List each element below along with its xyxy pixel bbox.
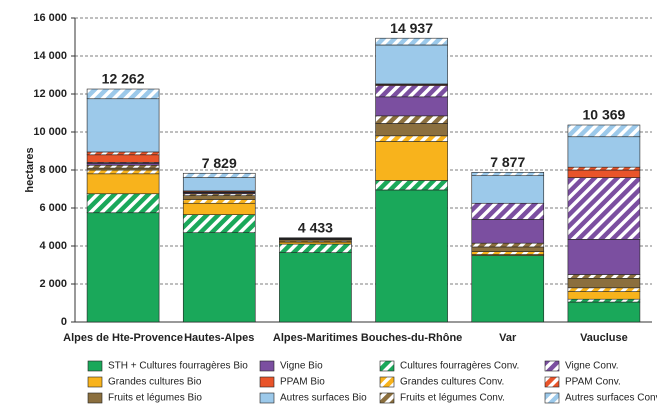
- y-tick-label: 10 000: [33, 126, 67, 138]
- legend-swatch: [544, 360, 560, 372]
- legend-swatch: [544, 376, 560, 388]
- legend-label: Vigne Conv.: [565, 361, 619, 372]
- bar-segment: [567, 274, 641, 279]
- legend-label: Fruits et légumes Conv.: [400, 393, 505, 404]
- bar-segment: [471, 172, 545, 177]
- bar-segment: [86, 193, 160, 214]
- bar-segment: [86, 173, 160, 195]
- y-tick-label: 8 000: [39, 164, 67, 176]
- bar-segment: [86, 169, 160, 175]
- x-tick-label: Hautes-Alpes: [184, 332, 254, 344]
- total-label: 4 433: [298, 219, 333, 235]
- bar-segment: [567, 298, 641, 303]
- legend-swatch: [259, 376, 275, 388]
- bar-segment: [375, 37, 448, 46]
- y-tick-label: 6 000: [39, 202, 67, 214]
- bar-segment: [471, 202, 545, 220]
- legend-swatch: [379, 392, 395, 404]
- bar-segment: [375, 180, 448, 191]
- bar-segment: [567, 124, 641, 138]
- bar-segment: [375, 85, 448, 98]
- bar-segment: [182, 195, 256, 200]
- bar-segment: [375, 44, 448, 85]
- bar-segment: [471, 246, 545, 252]
- bar-segment: [182, 177, 256, 192]
- bar-segment: [567, 136, 641, 168]
- bar-segment: [567, 301, 641, 323]
- legend-swatch: [87, 376, 103, 388]
- bar-segment: [182, 214, 256, 233]
- y-tick-label: 16 000: [33, 12, 67, 24]
- y-axis-label: hectares: [24, 147, 36, 192]
- total-label: 10 369: [583, 107, 626, 123]
- legend-label: Grandes cultures Conv.: [400, 377, 504, 388]
- x-tick-label: Var: [499, 332, 517, 344]
- bar-segment: [86, 151, 160, 156]
- legend-label: STH + Cultures fourragères Bio: [108, 361, 248, 372]
- bar-segment: [567, 277, 641, 289]
- bar-segment: [279, 252, 352, 323]
- bar-segment: [182, 232, 256, 323]
- legend-label: Autres surfaces Bio: [280, 393, 367, 404]
- bar-segment: [86, 164, 160, 169]
- bar-segment: [375, 96, 448, 117]
- bar-segment: [279, 243, 352, 253]
- bar-segment: [567, 177, 641, 240]
- x-tick-label: Bouches-du-Rhône: [361, 332, 462, 344]
- bar-segment: [86, 154, 160, 163]
- y-tick-label: 14 000: [33, 50, 67, 62]
- bar-segment: [182, 172, 256, 178]
- y-tick-label: 2 000: [39, 278, 67, 290]
- bar-segment: [375, 141, 448, 181]
- bar-segment: [567, 166, 641, 171]
- bar-segment: [471, 242, 545, 248]
- bar-segment: [86, 212, 160, 323]
- legend-label: Grandes cultures Bio: [108, 377, 202, 388]
- total-label: 12 262: [102, 71, 145, 87]
- legend-swatch: [87, 360, 103, 372]
- bar-segment: [567, 287, 641, 292]
- legend-swatch: [544, 392, 560, 404]
- legend-swatch: [259, 360, 275, 372]
- legend-label: PPAM Conv.: [565, 377, 621, 388]
- bar-segment: [471, 255, 545, 323]
- x-tick-label: Alpes-Maritimes: [273, 332, 358, 344]
- legend-label: Vigne Bio: [280, 361, 323, 372]
- total-label: 7 829: [202, 155, 237, 171]
- bar-segment: [182, 199, 256, 204]
- y-tick-label: 4 000: [39, 240, 67, 252]
- bar-segment: [375, 189, 448, 323]
- x-tick-label: Alpes de Hte-Provence: [63, 332, 183, 344]
- legend-label: Cultures fourragères Conv.: [400, 361, 519, 372]
- legend-swatch: [87, 392, 103, 404]
- legend-label: Fruits et légumes Bio: [108, 393, 202, 404]
- bar-segment: [471, 175, 545, 204]
- bar-segment: [182, 202, 256, 215]
- legend-swatch: [379, 360, 395, 372]
- y-tick-label: 12 000: [33, 88, 67, 100]
- bar-segment: [375, 115, 448, 124]
- bar-segment: [471, 219, 545, 244]
- legend-swatch: [379, 376, 395, 388]
- total-label: 7 877: [490, 154, 525, 170]
- bar-segment: [567, 291, 641, 300]
- bar-segment: [471, 251, 545, 255]
- legend-label: Autres surfaces Conv: [565, 393, 657, 404]
- bar-segment: [86, 88, 160, 100]
- legend-swatch: [259, 392, 275, 404]
- legend-label: PPAM Bio: [280, 377, 325, 388]
- x-tick-label: Vaucluse: [580, 332, 628, 344]
- bar-segment: [567, 169, 641, 178]
- bar-segment: [567, 239, 641, 275]
- total-label: 14 937: [390, 20, 433, 36]
- bar-segment: [375, 135, 448, 142]
- bar-segment: [86, 98, 160, 153]
- bar-segment: [375, 123, 448, 137]
- y-tick-label: 0: [61, 316, 67, 328]
